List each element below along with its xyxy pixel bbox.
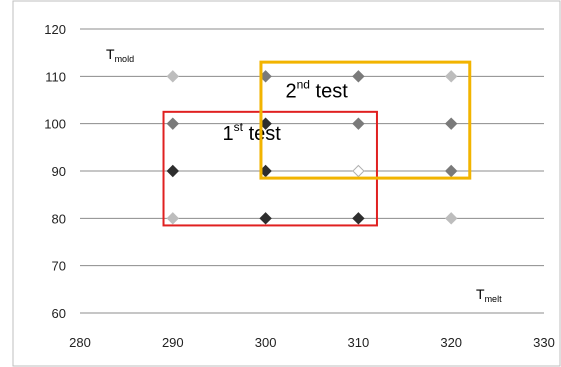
data-point-8 [166, 164, 180, 178]
data-point-13 [259, 212, 272, 225]
y-tick-label-4: 100 [44, 117, 66, 132]
y-tick-label-1: 70 [52, 259, 66, 274]
x-axis-label-main: T [476, 286, 485, 302]
data-point-4 [166, 117, 180, 130]
data-point-7 [444, 117, 458, 130]
y-tick-label-3: 90 [52, 164, 66, 179]
x-tick-label-2: 300 [255, 335, 277, 350]
x-tick-label-0: 280 [69, 335, 91, 350]
data-point-11 [444, 164, 458, 178]
data-point-10 [352, 164, 365, 178]
data-points [166, 70, 458, 225]
y-axis-label: Tmold [106, 46, 134, 64]
x-tick-label-4: 320 [440, 335, 462, 350]
y-tick-labels: 60 70 80 90 100 110 120 [44, 22, 66, 321]
grid-lines [80, 28, 544, 314]
x-tick-label-3: 310 [348, 335, 370, 350]
data-point-2 [352, 70, 365, 83]
first-test-label: 1st test [223, 120, 282, 145]
data-point-6 [352, 117, 365, 130]
y-axis-label-sub: mold [115, 54, 135, 64]
y-axis-label-main: T [106, 46, 115, 62]
second-test-box [259, 60, 472, 180]
x-axis-label: Tmelt [476, 286, 502, 304]
x-tick-label-5: 330 [533, 335, 555, 350]
data-point-15 [444, 212, 458, 225]
chart-frame [12, 0, 561, 367]
data-point-14 [352, 212, 365, 225]
x-tick-label-1: 290 [162, 335, 184, 350]
x-tick-labels: 280 290 300 310 320 330 [69, 335, 555, 350]
first-test-box [162, 110, 378, 227]
y-tick-label-0: 60 [52, 306, 66, 321]
data-point-12 [166, 212, 180, 225]
y-tick-label-2: 80 [52, 211, 66, 226]
y-tick-label-5: 110 [45, 69, 66, 84]
second-test-label: 2nd test [285, 78, 348, 103]
y-tick-label-6: 120 [44, 22, 66, 37]
x-axis-label-sub: melt [485, 294, 503, 304]
data-point-3 [444, 70, 458, 83]
data-point-0 [166, 70, 180, 83]
